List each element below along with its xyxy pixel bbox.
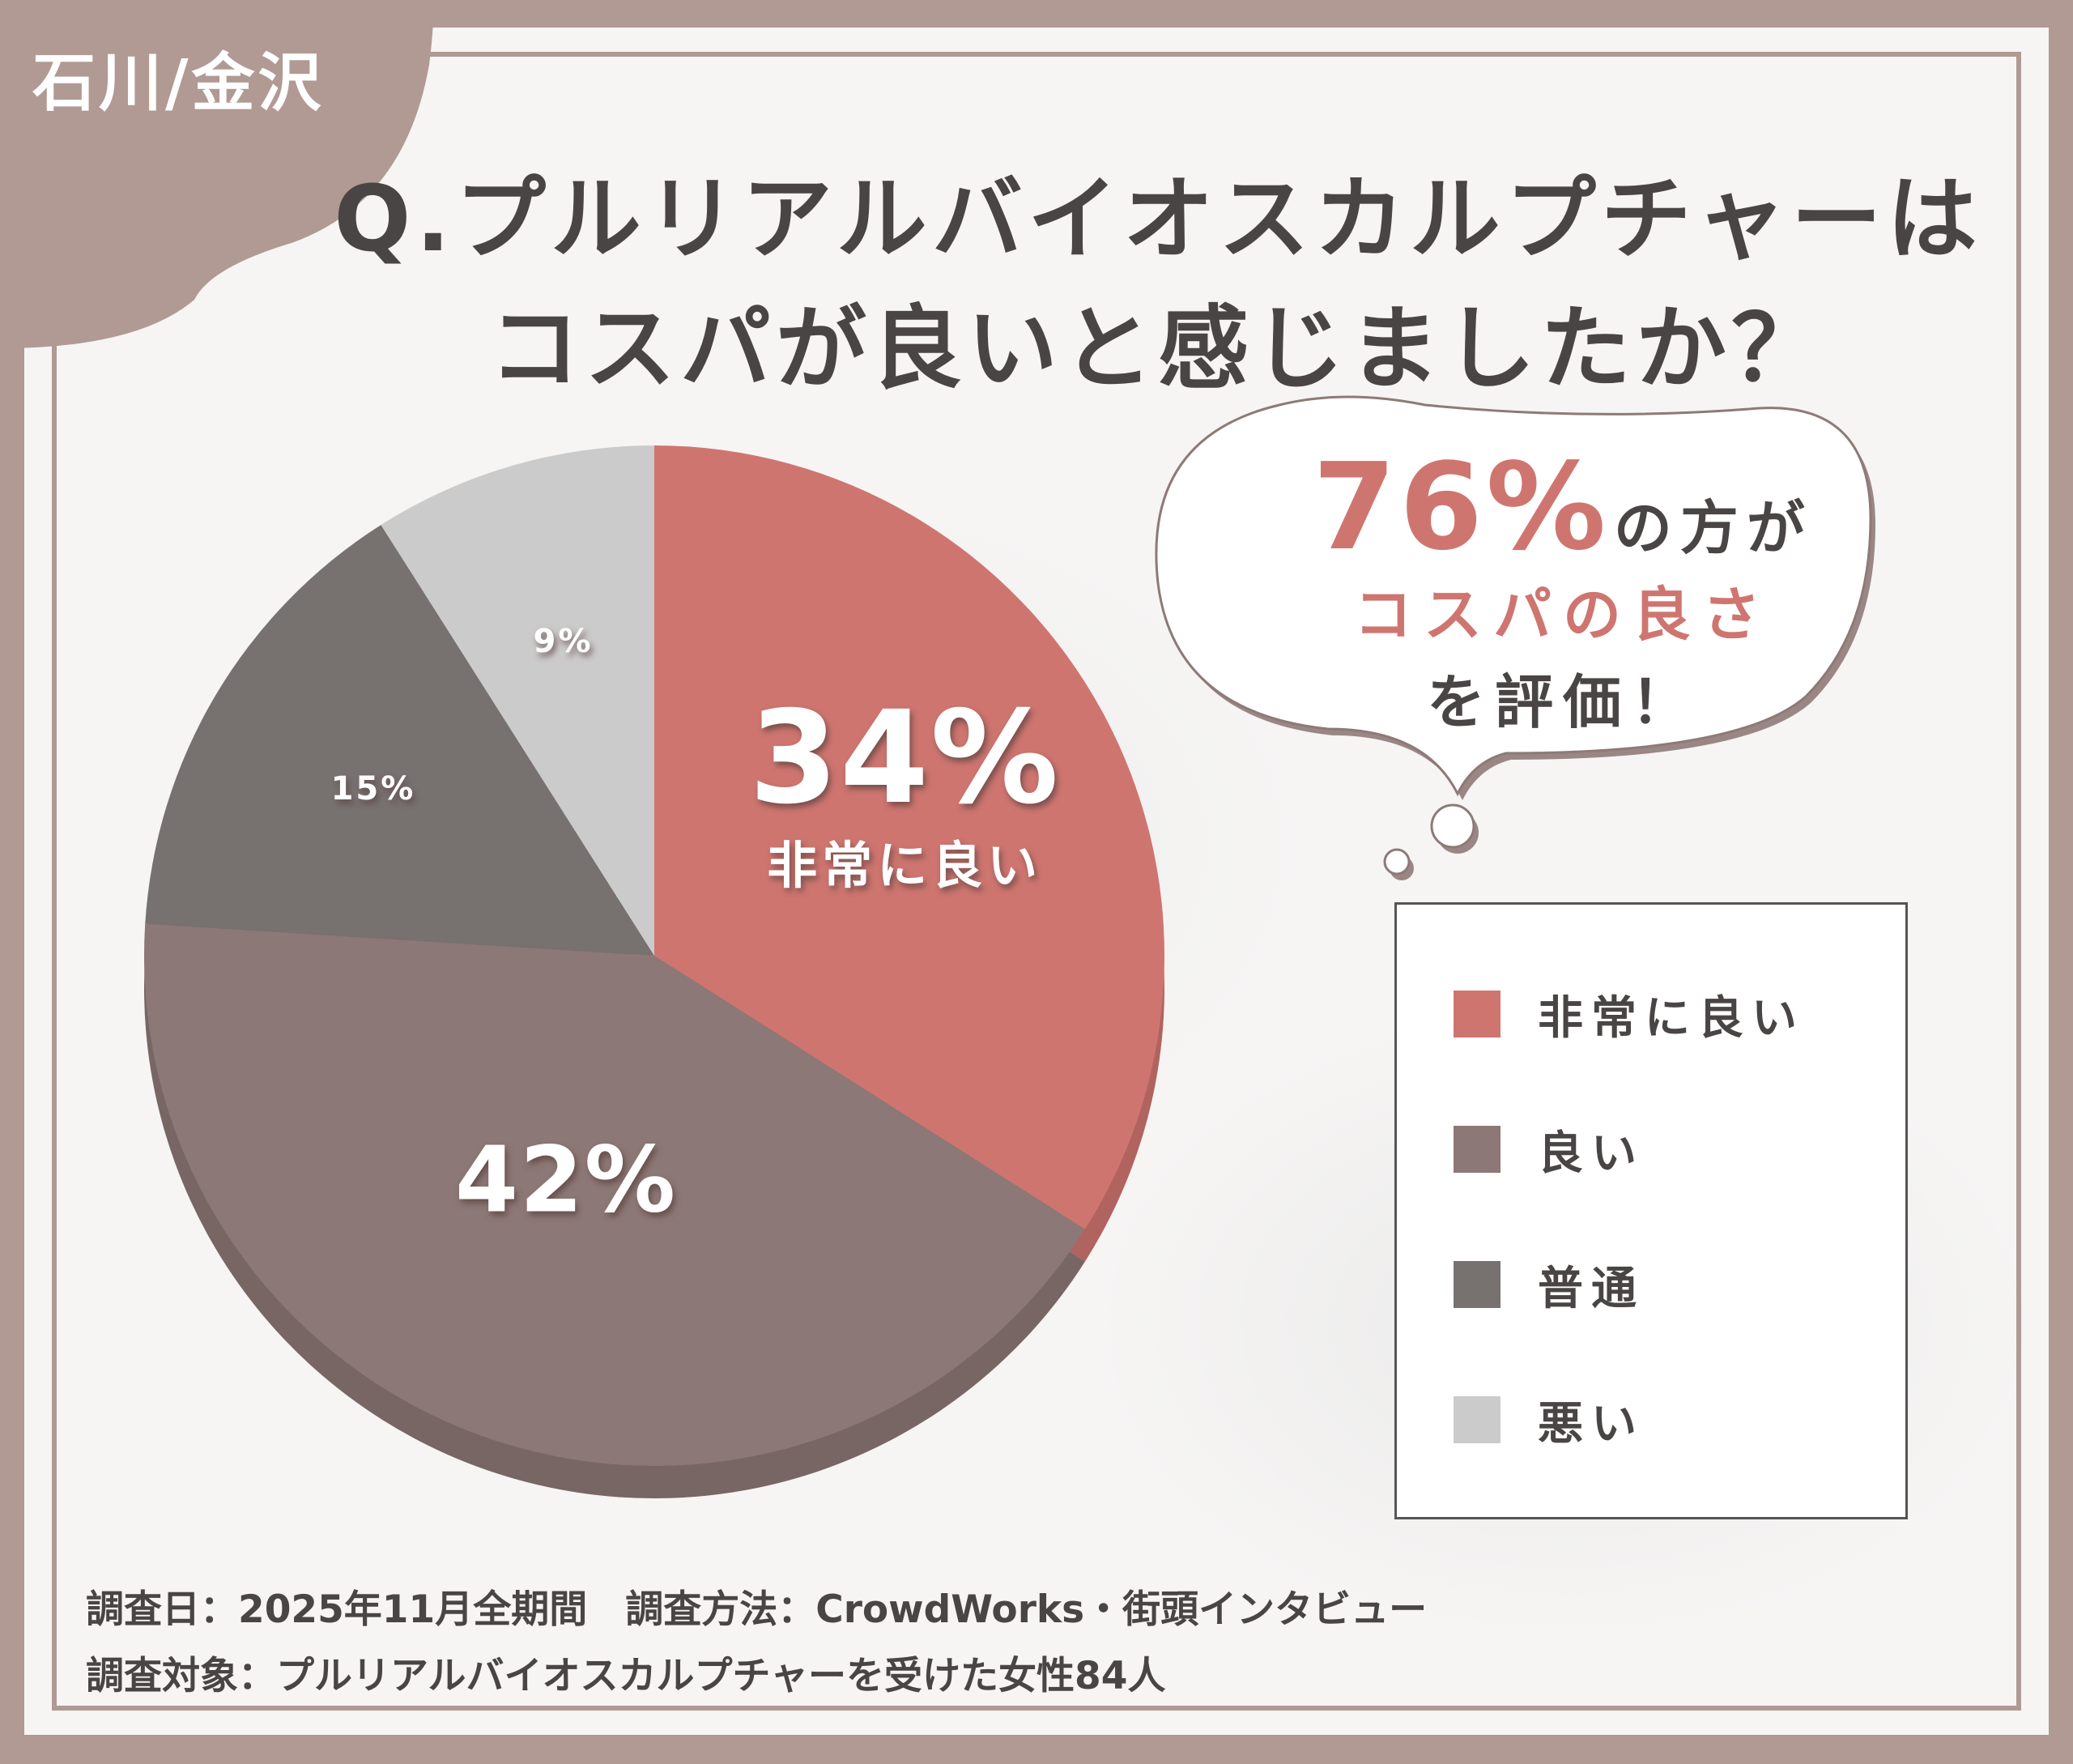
legend-item: 良い bbox=[1454, 1125, 1645, 1180]
pie-value-label-0: 34% bbox=[749, 684, 1060, 833]
legend-swatch bbox=[1454, 991, 1500, 1038]
legend-label: 悪い bbox=[1538, 1397, 1645, 1451]
legend-swatch bbox=[1454, 1126, 1500, 1173]
survey-info-line1: 調査日：2025年11月全期間 調査方法：CrowdWorks・街頭インタビュー bbox=[86, 1587, 1428, 1632]
callout-line1-rest: の方が bbox=[1613, 494, 1813, 562]
legend: 非常に良い良い普通悪い bbox=[1394, 902, 1908, 1519]
question-title-line2: コスパが良いと感じましたか？ bbox=[489, 296, 1827, 402]
callout-line3: を評価！ bbox=[1426, 668, 1699, 736]
pie-slice-1 bbox=[143, 923, 1085, 1467]
survey-info-line2: 調査対象：プルリアルバイオスカルプチャーを受けた女性84人 bbox=[86, 1654, 1166, 1698]
callout-line2: コスパの良さ bbox=[1353, 581, 1772, 649]
pie-slice-0 bbox=[654, 445, 1165, 1229]
pie-value-label-3: 9% bbox=[534, 623, 594, 660]
legend-label: 普通 bbox=[1538, 1262, 1645, 1315]
legend-label: 非常に良い bbox=[1538, 991, 1805, 1045]
callout-percent: 76% bbox=[1313, 437, 1610, 577]
callout-line1: 76% の方が bbox=[1198, 437, 1927, 577]
question-title-line1: Q.プルリアルバイオスカルプチャーは bbox=[334, 167, 1982, 272]
pie-slices bbox=[143, 445, 1165, 1467]
legend-swatch bbox=[1454, 1261, 1500, 1308]
pie-slice-2 bbox=[145, 525, 654, 956]
pie-value-label-1: 42% bbox=[455, 1128, 677, 1234]
pie-category-label-0: 非常に良い bbox=[767, 836, 1042, 895]
location-label: 石川/金沢 bbox=[32, 47, 325, 120]
legend-item: 悪い bbox=[1454, 1395, 1645, 1451]
legend-item: 普通 bbox=[1454, 1260, 1645, 1315]
pie-value-label-2: 15% bbox=[331, 770, 416, 807]
legend-swatch bbox=[1454, 1396, 1500, 1443]
panel-border bbox=[52, 52, 2021, 1711]
legend-item: 非常に良い bbox=[1454, 990, 1805, 1045]
pie-labels: 34%非常に良い 42% 15% 9% bbox=[331, 623, 1060, 1234]
legend-label: 良い bbox=[1538, 1127, 1645, 1180]
pie-slice-3 bbox=[381, 445, 654, 956]
